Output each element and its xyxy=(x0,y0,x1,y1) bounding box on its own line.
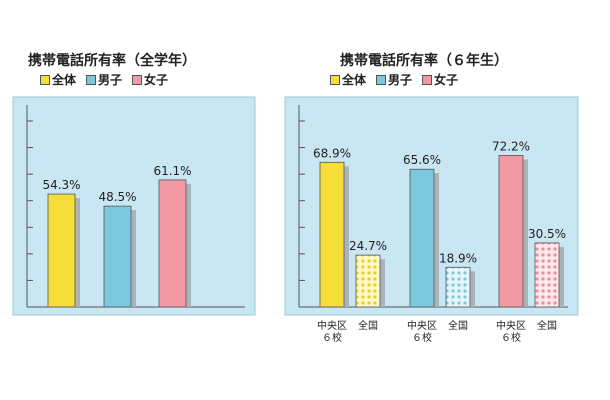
chart1-bar-boys-label: 48.5% xyxy=(98,190,136,204)
chart2-bar-national-girls xyxy=(534,242,560,308)
chart1-plot: 54.3% 48.5% 61.1% xyxy=(12,96,256,316)
legend2-label-boys: 男子 xyxy=(388,73,413,87)
legend-item-girls: 女子 xyxy=(132,71,168,88)
chart2-bar-local-boys-label: 65.6% xyxy=(403,153,441,167)
chart2-bar-national-boys xyxy=(445,266,471,308)
chart2-xlabel-local-2: ６校 xyxy=(322,331,342,344)
chart2-xlabel-local: 中央区 xyxy=(496,319,526,332)
chart2-xlabel-national: 全国 xyxy=(448,319,468,332)
legend-item-boys: 男子 xyxy=(86,71,122,88)
chart2-title: 携帯電話所有率（６年生） xyxy=(340,53,508,69)
chart2-xlabel-local-2: ６校 xyxy=(412,331,432,344)
legend-swatch-boys xyxy=(86,74,97,85)
chart1-title: 携帯電話所有率（全学年） xyxy=(28,53,196,69)
legend2-item-boys: 男子 xyxy=(376,71,412,88)
chart2-plot: 68.9%24.7%中央区６校全国65.6%18.9%中央区６校全国72.2%3… xyxy=(284,96,579,344)
chart2-bar-national-girls-label: 30.5% xyxy=(528,227,566,241)
chart2-xlabel-local: 中央区 xyxy=(407,319,437,332)
legend2-label-girls: 女子 xyxy=(434,73,459,87)
chart1-bar-girls-label: 61.1% xyxy=(153,164,191,178)
chart1-bar-boys xyxy=(103,205,132,308)
chart2-bar-national-all-label: 24.7% xyxy=(349,239,387,253)
chart1-legend: 全体 男子 女子 xyxy=(40,71,168,88)
legend-swatch-all xyxy=(40,74,50,85)
chart2-xlabel-local: 中央区 xyxy=(317,319,347,332)
legend-label-girls: 女子 xyxy=(144,73,169,87)
chart2-legend: 全体 男子 女子 xyxy=(330,71,458,88)
chart2-bar-national-boys-label: 18.9% xyxy=(439,251,477,265)
chart1-bar-all-label: 54.3% xyxy=(42,178,80,192)
legend-item-all: 全体 xyxy=(40,71,76,88)
legend2-swatch-boys xyxy=(376,74,387,85)
chart1-bar-girls xyxy=(158,179,187,308)
chart2-bar-local-all-label: 68.9% xyxy=(313,146,351,160)
chart2-xlabel-national: 全国 xyxy=(537,319,557,332)
chart2-bar-national-all xyxy=(355,254,381,308)
legend2-swatch-all xyxy=(330,74,340,85)
legend2-item-all: 全体 xyxy=(330,71,366,88)
chart2-xlabel-national: 全国 xyxy=(358,319,378,332)
chart2-bar-local-girls xyxy=(498,154,524,308)
legend-swatch-girls xyxy=(132,74,143,85)
legend2-swatch-girls xyxy=(422,74,433,85)
chart2-bar-local-girls-label: 72.2% xyxy=(492,139,530,153)
legend2-item-girls: 女子 xyxy=(422,71,458,88)
legend-label-boys: 男子 xyxy=(98,73,123,87)
chart2-xlabel-local-2: ６校 xyxy=(501,331,521,344)
chart1-bar-all xyxy=(47,193,76,308)
legend-label-all: 全体 xyxy=(52,73,77,87)
chart2-bar-local-boys xyxy=(409,168,435,308)
chart2-bar-local-all xyxy=(319,161,345,308)
legend2-label-all: 全体 xyxy=(342,73,367,87)
